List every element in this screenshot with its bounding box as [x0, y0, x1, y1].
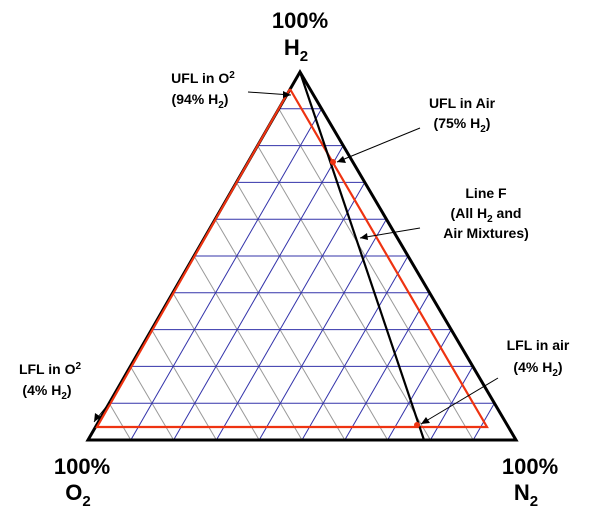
flammability-region-boundary: [95, 88, 489, 429]
grid-line-o2-const: [151, 329, 217, 441]
grid-line-o2-const: [235, 182, 389, 441]
grid-line-n2-const: [301, 255, 409, 441]
ufl-air-label-line1: UFL in Air: [429, 95, 496, 111]
lfl-air-point: [414, 422, 420, 428]
top-vertex-label: H2: [284, 35, 308, 65]
lfl-air-arrowhead: [421, 417, 430, 424]
right-vertex-label: N2: [514, 480, 538, 508]
ufl-o2-label-line2: (94% H2): [172, 91, 229, 111]
leader-arrowheads: [94, 91, 430, 424]
lfl-o2-arrowhead: [94, 413, 101, 422]
lfl-o2-label-line1: LFL in O2: [19, 361, 82, 377]
grid-line-n2-const: [215, 182, 366, 441]
leader-lines: [93, 91, 499, 425]
ufl-o2-arrowhead: [283, 91, 291, 98]
grid-line-n2-const: [130, 108, 323, 441]
right-vertex-percent: 100%: [502, 454, 558, 479]
ufl-air-point: [330, 159, 336, 165]
grid-line-o2-const: [278, 108, 474, 441]
line-f-label-line2: (All H2 and: [451, 205, 522, 225]
lfl-o2-label-line2: (4% H2): [22, 382, 71, 402]
lfl-air-leader: [420, 377, 499, 425]
ufl-air-leader: [336, 127, 421, 163]
lfl-air-label-line2: (4% H2): [513, 359, 562, 379]
left-vertex-label: O2: [65, 480, 90, 508]
line-f-label-line3: Air Mixtures): [443, 225, 529, 241]
ufl-air-label-line2: (75% H2): [434, 115, 491, 135]
line-f-arrowhead: [360, 233, 368, 240]
top-vertex-percent: 100%: [272, 8, 328, 33]
left-vertex-percent: 100%: [54, 454, 110, 479]
line-f-air-mixtures: [298, 71, 426, 441]
line-f-label-line1: Line F: [465, 185, 507, 201]
line-f-leader: [359, 227, 421, 239]
grid-line-o2-const: [108, 402, 132, 441]
grid-line-o2-const: [193, 255, 303, 441]
ufl-o2-label-line1: UFL in O2: [171, 70, 235, 86]
blue-grid-lines: [109, 108, 495, 441]
ufl-air-arrowhead: [337, 156, 346, 163]
lfl-air-label-line1: LFL in air: [507, 337, 570, 353]
grid-line-n2-const: [344, 292, 431, 441]
